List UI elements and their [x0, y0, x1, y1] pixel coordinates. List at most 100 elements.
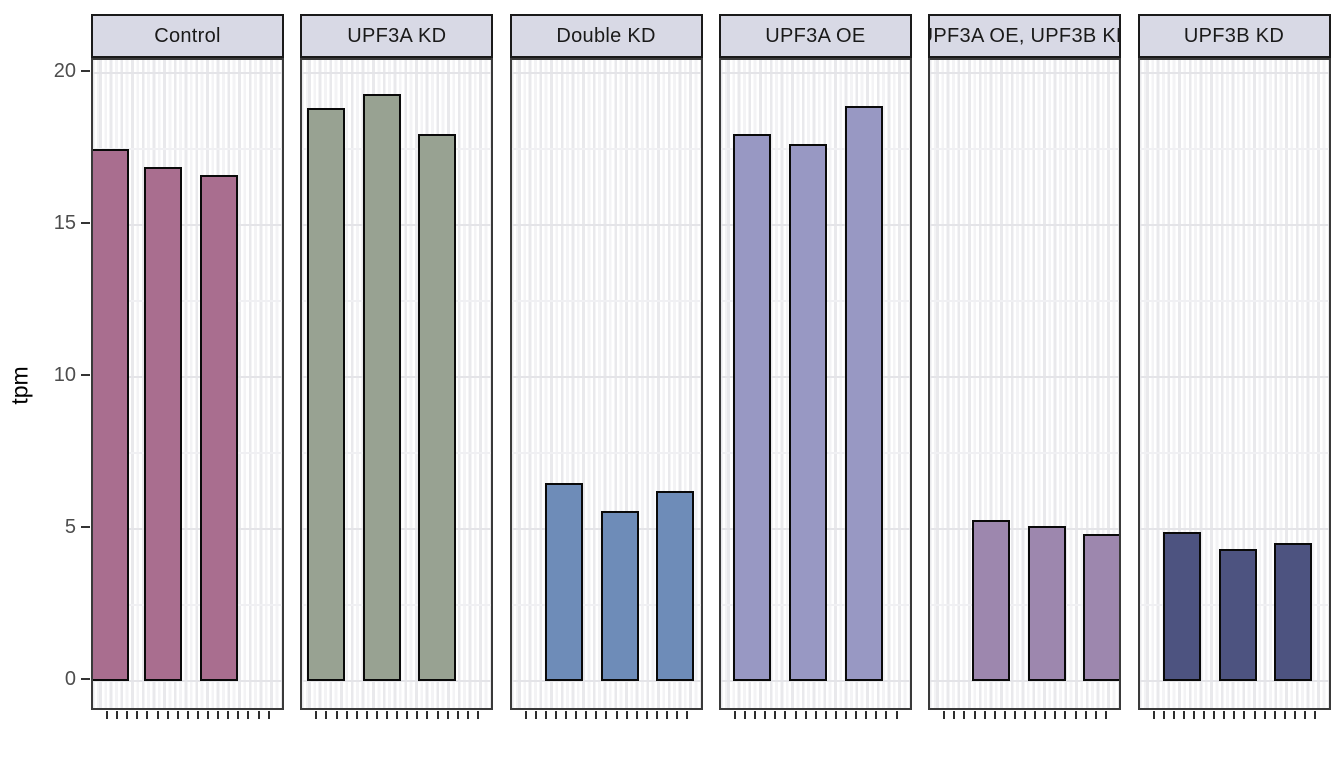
- x-axis-tick-mark: [416, 711, 419, 719]
- gridline-major: [93, 376, 282, 378]
- x-axis-tick-mark: [267, 711, 270, 719]
- x-axis-tick-mark: [1094, 711, 1097, 719]
- gridline-minor: [93, 148, 282, 150]
- x-axis-tick-mark: [456, 711, 459, 719]
- x-axis-tick-mark: [733, 711, 736, 719]
- x-axis-tick-mark: [754, 711, 757, 719]
- x-axis-tick-mark: [845, 711, 847, 719]
- x-axis-tick-mark: [784, 711, 787, 719]
- x-axis-tick-mark: [365, 711, 368, 719]
- y-axis-tick-label: 15: [53, 212, 76, 234]
- x-axis-tick-mark: [1003, 711, 1006, 719]
- x-axis-tick-mark: [136, 711, 139, 719]
- y-axis-tick-mark: [81, 70, 90, 72]
- y-axis-tick-label: 20: [53, 60, 76, 82]
- gridline-major: [93, 528, 282, 530]
- x-axis-tick-mark: [1273, 711, 1276, 719]
- x-axis-tick-mark: [176, 711, 179, 719]
- y-axis-tick-mark: [81, 526, 90, 528]
- x-axis-tick-mark: [655, 711, 658, 719]
- gridline-minor: [511, 452, 701, 454]
- gridline-major: [930, 376, 1120, 378]
- gridline-minor: [1139, 300, 1329, 302]
- x-axis-tick-mark: [1203, 711, 1205, 719]
- x-axis-tick-mark: [615, 711, 618, 719]
- x-axis-tick-mark: [993, 711, 996, 719]
- x-axis-tick-mark: [1182, 711, 1185, 719]
- facet-strip-label: UPF3A KD: [347, 24, 447, 47]
- x-axis-tick-mark: [345, 711, 348, 719]
- gridline-major: [1139, 72, 1329, 74]
- bar: [655, 491, 694, 681]
- bar: [600, 510, 639, 681]
- gridline-major: [930, 72, 1120, 74]
- x-axis-tick-mark: [1044, 711, 1047, 719]
- gridline-minor: [930, 604, 1120, 606]
- x-axis-tick-mark: [565, 711, 567, 719]
- x-axis-tick-mark: [645, 711, 648, 719]
- facet-plot-panel: [718, 58, 912, 710]
- x-axis-tick-mark: [1213, 711, 1216, 719]
- x-axis-tick-mark: [963, 711, 966, 719]
- x-axis-tick-mark: [635, 711, 638, 719]
- x-axis-tick-mark: [116, 711, 119, 719]
- x-axis-tick-mark: [744, 711, 746, 719]
- x-axis-tick-mark: [335, 711, 338, 719]
- bar: [1083, 533, 1120, 681]
- x-axis-tick-mark: [315, 711, 318, 719]
- x-axis-tick-mark: [466, 711, 469, 719]
- x-axis-tick-mark: [824, 711, 827, 719]
- x-axis-tick-mark: [1152, 711, 1155, 719]
- gridline-major: [511, 680, 701, 682]
- gridline-major: [720, 680, 910, 682]
- x-axis-tick-mark: [227, 711, 230, 719]
- facet-strip-label: UPF3A OE: [765, 24, 866, 47]
- x-axis-tick-mark: [1283, 711, 1286, 719]
- x-axis-tick-mark: [943, 711, 946, 719]
- gridline-major: [511, 72, 701, 74]
- x-axis-tick-mark: [794, 711, 797, 719]
- x-axis-tick-mark: [973, 711, 976, 719]
- y-axis-tick-label: 0: [64, 668, 76, 690]
- x-axis-tick-mark: [386, 711, 388, 719]
- x-axis-tick-mark: [983, 711, 986, 719]
- gridline-major: [302, 680, 492, 682]
- x-axis-tick-mark: [1233, 711, 1236, 719]
- x-axis-tick-mark: [207, 711, 209, 719]
- x-axis-tick-mark: [1253, 711, 1256, 719]
- gridline-major: [302, 72, 492, 74]
- x-axis-tick-mark: [186, 711, 189, 719]
- gridline-minor: [511, 300, 701, 302]
- x-axis-tick-mark: [1084, 711, 1087, 719]
- bar: [972, 519, 1011, 681]
- x-axis-tick-mark: [895, 711, 898, 719]
- facet-strip-header: Double KD: [509, 14, 703, 58]
- facet-plot-panel: [300, 58, 494, 710]
- gridline-major: [511, 224, 701, 226]
- facet-strip-header: UPF3B KD: [1137, 14, 1331, 58]
- x-axis-tick-mark: [1192, 711, 1195, 719]
- gridline-minor: [93, 300, 282, 302]
- x-axis-tick-mark: [1024, 711, 1026, 719]
- bar: [144, 167, 182, 681]
- x-axis-tick-mark: [686, 711, 689, 719]
- facet-strip-header: UPF3A OE, UPF3B KD: [928, 14, 1122, 58]
- x-axis-tick-mark: [375, 711, 378, 719]
- facet-strip-header: UPF3A KD: [300, 14, 494, 58]
- gridline-major: [930, 680, 1120, 682]
- gridline-major: [93, 224, 282, 226]
- y-axis-tick-mark: [81, 374, 90, 376]
- x-axis-tick-mark: [764, 711, 767, 719]
- y-axis-title: tpm: [6, 366, 33, 405]
- x-axis-tick-mark: [237, 711, 240, 719]
- x-axis-tick-mark: [625, 711, 628, 719]
- facet-strip-label: Control: [154, 24, 221, 47]
- gridline-major: [1139, 528, 1329, 530]
- gridline-major: [93, 72, 282, 74]
- gridline-minor: [930, 148, 1120, 150]
- bar: [363, 94, 402, 681]
- x-axis-tick-mark: [166, 711, 169, 719]
- gridline-major: [1139, 680, 1329, 682]
- x-axis-tick-mark: [544, 711, 547, 719]
- x-axis-tick-mark: [1223, 711, 1226, 719]
